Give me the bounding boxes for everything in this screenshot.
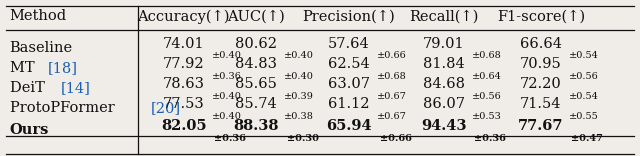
- Text: 81.84: 81.84: [422, 57, 465, 71]
- Text: ±0.40: ±0.40: [284, 72, 314, 81]
- Text: 78.63: 78.63: [163, 77, 205, 91]
- Text: ±0.56: ±0.56: [472, 92, 502, 101]
- Text: ±0.47: ±0.47: [572, 134, 604, 143]
- Text: ±0.56: ±0.56: [569, 72, 599, 81]
- Text: [20]: [20]: [151, 101, 181, 115]
- Text: ±0.40: ±0.40: [212, 92, 242, 101]
- Text: 61.12: 61.12: [328, 97, 369, 111]
- Text: ±0.30: ±0.30: [287, 134, 319, 143]
- Text: ±0.67: ±0.67: [377, 92, 407, 101]
- Text: ±0.67: ±0.67: [377, 112, 407, 121]
- Text: 84.83: 84.83: [235, 57, 277, 71]
- Text: 94.43: 94.43: [420, 119, 467, 133]
- Text: ±0.40: ±0.40: [212, 51, 242, 61]
- Text: ±0.55: ±0.55: [569, 112, 598, 121]
- Text: [14]: [14]: [61, 81, 90, 95]
- Text: 85.65: 85.65: [235, 77, 277, 91]
- Text: DeiT: DeiT: [10, 81, 49, 95]
- Text: ±0.38: ±0.38: [284, 112, 314, 121]
- Text: ±0.36: ±0.36: [214, 134, 246, 143]
- Text: 84.68: 84.68: [422, 77, 465, 91]
- Text: 77.67: 77.67: [518, 119, 564, 133]
- Text: ±0.54: ±0.54: [569, 51, 599, 61]
- Text: 77.92: 77.92: [163, 57, 205, 71]
- Text: ±0.66: ±0.66: [380, 134, 412, 143]
- Text: ±0.40: ±0.40: [284, 51, 314, 61]
- Text: ±0.64: ±0.64: [472, 72, 502, 81]
- Text: F1-score(↑): F1-score(↑): [497, 9, 585, 23]
- Text: 57.64: 57.64: [328, 37, 370, 51]
- Text: ±0.68: ±0.68: [377, 72, 407, 81]
- Text: 79.01: 79.01: [422, 37, 465, 51]
- Text: Baseline: Baseline: [10, 41, 73, 55]
- Text: 62.54: 62.54: [328, 57, 370, 71]
- Text: 82.05: 82.05: [161, 119, 207, 133]
- Text: Accuracy(↑): Accuracy(↑): [138, 9, 230, 24]
- Text: 72.20: 72.20: [520, 77, 562, 91]
- Text: 74.01: 74.01: [163, 37, 205, 51]
- Text: 80.62: 80.62: [235, 37, 277, 51]
- Text: ±0.36: ±0.36: [474, 134, 506, 143]
- Text: 71.54: 71.54: [520, 97, 561, 111]
- Text: ±0.53: ±0.53: [472, 112, 502, 121]
- Text: AUC(↑): AUC(↑): [227, 9, 285, 23]
- Text: ±0.54: ±0.54: [569, 92, 599, 101]
- Text: Precision(↑): Precision(↑): [303, 9, 395, 23]
- Text: Method: Method: [10, 9, 67, 23]
- Text: ±0.68: ±0.68: [472, 51, 501, 61]
- Text: ProtoPFormer: ProtoPFormer: [10, 101, 119, 115]
- Text: ±0.36: ±0.36: [212, 72, 242, 81]
- Text: MT: MT: [10, 61, 39, 75]
- Text: 66.64: 66.64: [520, 37, 562, 51]
- Text: 86.07: 86.07: [422, 97, 465, 111]
- Text: 70.95: 70.95: [520, 57, 562, 71]
- Text: ±0.66: ±0.66: [377, 51, 407, 61]
- Text: 88.38: 88.38: [233, 119, 279, 133]
- Text: 63.07: 63.07: [328, 77, 370, 91]
- Text: 85.74: 85.74: [235, 97, 277, 111]
- Text: ±0.39: ±0.39: [284, 92, 314, 101]
- Text: [18]: [18]: [47, 61, 77, 75]
- Text: Ours: Ours: [10, 123, 49, 137]
- Text: 65.94: 65.94: [326, 119, 372, 133]
- Text: ±0.40: ±0.40: [212, 112, 242, 121]
- Text: 77.53: 77.53: [163, 97, 205, 111]
- Text: Recall(↑): Recall(↑): [409, 9, 478, 23]
